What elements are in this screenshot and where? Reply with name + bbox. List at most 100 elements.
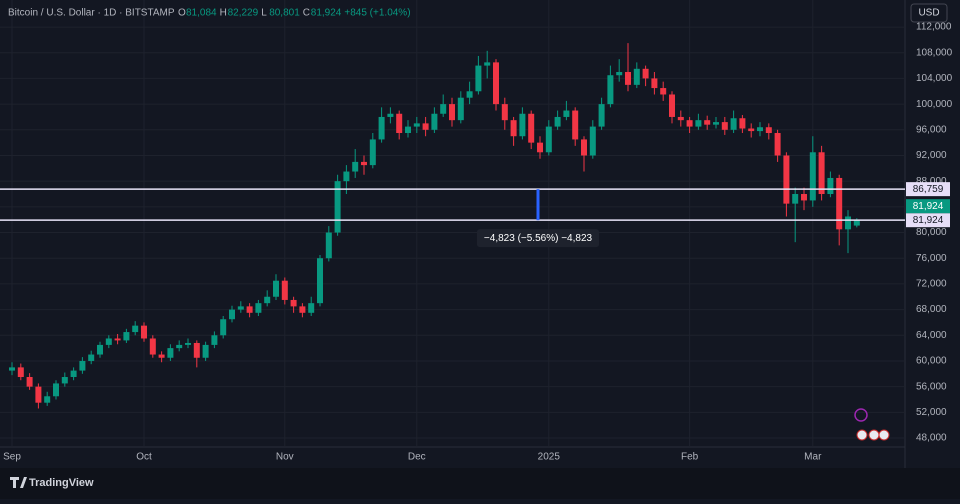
candle-body xyxy=(739,118,746,129)
candle-body xyxy=(730,118,737,130)
candle-body xyxy=(519,113,526,137)
legend-key: O xyxy=(178,8,186,19)
candle-body xyxy=(229,309,235,320)
candle-body xyxy=(88,354,95,361)
candle-body xyxy=(783,155,790,204)
legend-change: +845 (+1.04%) xyxy=(344,8,410,19)
candle-body xyxy=(677,116,684,121)
candle-body xyxy=(422,123,429,130)
candle-body xyxy=(334,181,341,233)
y-tick-label: 52,000 xyxy=(916,407,947,418)
last-price-tag xyxy=(906,199,950,214)
candle-body xyxy=(273,280,279,297)
last-price-label: 81,924 xyxy=(913,201,944,212)
candle-body xyxy=(809,152,816,201)
brand: TradingView xyxy=(29,477,94,489)
y-tick-label: 80,000 xyxy=(916,227,947,238)
y-tick-label: 76,000 xyxy=(916,253,947,264)
candle-body xyxy=(713,122,719,125)
candle-body xyxy=(818,152,825,195)
x-tick-label: Sep xyxy=(3,452,21,463)
candle-body xyxy=(141,325,147,339)
candle-body xyxy=(721,122,728,130)
candle-body xyxy=(255,303,262,313)
candle-body xyxy=(9,367,15,371)
candle-body xyxy=(545,126,552,153)
x-tick-label: Nov xyxy=(276,452,294,463)
candle-body xyxy=(26,377,33,387)
overlay: 86,759 81,924 81,924 −4,823 (−5.56%) −4,823 xyxy=(0,182,950,248)
candle-body xyxy=(167,348,174,358)
candle-body xyxy=(193,342,200,358)
candle-body xyxy=(281,280,288,300)
icon xyxy=(856,429,868,441)
candle-body xyxy=(405,126,411,134)
candle-body xyxy=(642,68,649,79)
candle-body xyxy=(528,113,535,143)
candle-body xyxy=(413,123,420,127)
icon xyxy=(868,429,880,441)
price-tag xyxy=(906,213,950,228)
candle-body xyxy=(264,296,271,304)
y-tick-label: 108,000 xyxy=(916,47,953,58)
candle-body xyxy=(431,113,438,130)
candle-body xyxy=(185,342,191,345)
candle-body xyxy=(537,142,543,153)
y-tick-label: 96,000 xyxy=(916,124,947,135)
y-tick-label: 100,000 xyxy=(916,99,953,110)
candle-body xyxy=(202,344,209,358)
candle-body xyxy=(554,116,561,127)
candle-body xyxy=(625,72,631,85)
legend-key: L xyxy=(261,8,267,19)
candle-body xyxy=(704,120,711,125)
currency-label: USD xyxy=(918,8,939,19)
price-tag-label: 81,924 xyxy=(913,215,944,226)
candle-body xyxy=(466,91,473,98)
candle-body xyxy=(132,325,139,333)
candle-body xyxy=(325,232,332,259)
currency-button[interactable] xyxy=(910,3,948,23)
legend-key: H xyxy=(220,8,227,19)
x-tick-label: Dec xyxy=(408,452,426,463)
candle-body xyxy=(176,344,183,349)
candle-body xyxy=(572,110,579,140)
candle-body xyxy=(158,354,165,358)
candle-body xyxy=(97,344,103,355)
candle-body xyxy=(748,128,755,132)
candle-body xyxy=(396,113,403,134)
candle-body xyxy=(695,120,702,127)
indicator-icons xyxy=(854,408,890,441)
candle-body xyxy=(669,94,675,117)
y-tick-label: 112,000 xyxy=(916,22,952,33)
legend-value: 81,084 xyxy=(186,8,217,19)
candle-body xyxy=(290,299,297,307)
candle-body xyxy=(589,126,596,156)
candle-body xyxy=(387,113,394,117)
candle-body xyxy=(510,120,517,137)
chart-title: Bitcoin / U.S. Dollar · 1D · BITSTAMP xyxy=(8,8,175,19)
candle-body xyxy=(836,177,843,230)
candle-body xyxy=(17,367,24,378)
candle-body xyxy=(774,133,781,156)
candles xyxy=(9,43,860,409)
candle-body xyxy=(317,258,323,304)
candle-body xyxy=(211,335,218,345)
candle-body xyxy=(607,75,614,105)
y-tick-label: 104,000 xyxy=(916,73,953,84)
y-tick-label: 64,000 xyxy=(916,330,947,341)
y-tick-label: 72,000 xyxy=(916,279,947,290)
y-tick-label: 60,000 xyxy=(916,356,947,367)
candle-body xyxy=(53,383,59,397)
candle-body xyxy=(563,110,570,117)
candle-body xyxy=(757,127,763,132)
ohlc-legend: O 81,084 H 82,229 L 80,801 C 81,924 +845 (+1.04%… xyxy=(178,8,411,19)
candle-body xyxy=(35,386,42,403)
candle-body xyxy=(660,88,667,95)
candle-body xyxy=(484,62,491,66)
candle-body xyxy=(308,303,315,313)
candle-body xyxy=(581,139,587,156)
candle-body xyxy=(237,306,244,310)
x-tick-label: Oct xyxy=(136,452,152,463)
